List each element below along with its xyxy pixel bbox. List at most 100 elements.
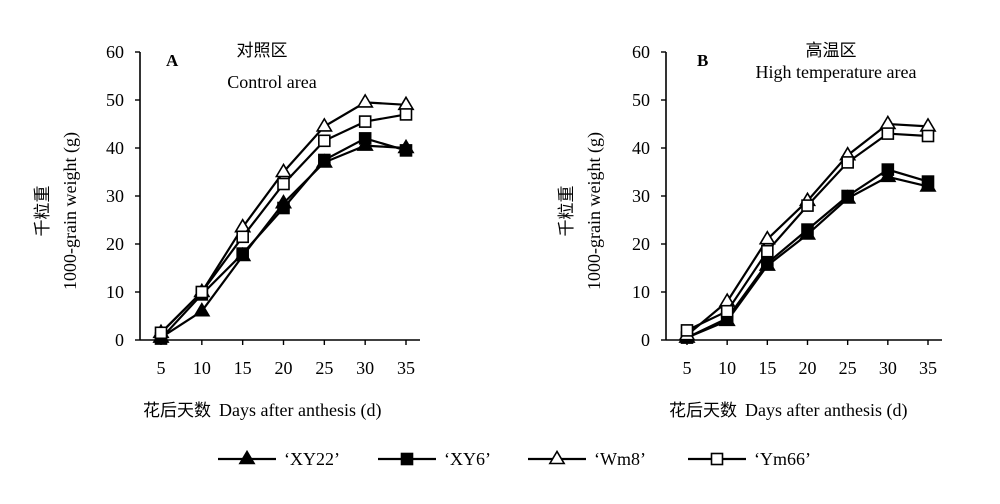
- data-point: [358, 115, 372, 128]
- data-point: [921, 175, 935, 188]
- series-4: [680, 127, 935, 337]
- y-tick-label: 50: [106, 90, 124, 110]
- panel-b-series: [678, 114, 937, 344]
- data-point: [236, 247, 249, 260]
- data-point: [879, 114, 897, 130]
- legend-item: ‘XY6’: [378, 449, 491, 469]
- y-tick-label: 20: [632, 234, 650, 254]
- y-tick-label: 60: [106, 42, 124, 62]
- legend-label: ‘XY22’: [284, 449, 340, 469]
- y-tick-label: 60: [632, 42, 650, 62]
- data-point: [195, 285, 209, 299]
- panel-a-axes: [135, 51, 420, 345]
- data-point: [761, 256, 774, 270]
- y-tick-label: 10: [106, 282, 124, 302]
- panel-a-title-cn: 对照区: [237, 41, 288, 61]
- x-tick-label: 25: [839, 358, 857, 378]
- x-tick-label: 35: [397, 358, 415, 378]
- panel-b-x-label-cn: 花后天数: [669, 401, 737, 421]
- y-tick-label: 0: [641, 330, 650, 350]
- x-tick-label: 20: [275, 358, 293, 378]
- y-tick-label: 10: [632, 282, 650, 302]
- data-point: [680, 324, 694, 337]
- legend-item: ‘Wm8’: [528, 449, 646, 469]
- x-tick-label: 30: [879, 358, 897, 378]
- data-point: [277, 177, 290, 191]
- panel-b-title-en: High temperature area: [756, 62, 917, 82]
- data-point: [399, 144, 413, 157]
- data-point: [841, 156, 854, 169]
- legend-marker: [548, 449, 566, 465]
- series-4: [154, 108, 413, 340]
- data-point: [758, 230, 776, 245]
- data-point: [801, 223, 814, 236]
- legend-item: ‘XY22’: [218, 449, 340, 469]
- data-point: [277, 201, 290, 215]
- panel-b-x-tick-labels: 5 10 15 20 25 30 35: [683, 358, 938, 378]
- legend-item: ‘Ym66’: [688, 449, 811, 469]
- y-tick-label: 50: [632, 90, 650, 110]
- data-point: [236, 230, 249, 244]
- data-point: [841, 189, 854, 203]
- legend-marker: [238, 449, 256, 465]
- data-point: [399, 108, 413, 121]
- panel-b-y-label-cn: 千粒重: [557, 186, 577, 237]
- data-point: [761, 244, 774, 258]
- data-point: [193, 302, 211, 317]
- data-point: [720, 304, 734, 318]
- y-tick-label: 40: [632, 138, 650, 158]
- data-point: [358, 132, 372, 145]
- panel-b-axes: [661, 51, 942, 345]
- panel-b-x-label-en: Days after anthesis (d): [745, 400, 907, 421]
- legend-label: ‘Ym66’: [754, 449, 811, 469]
- panel-a-letter: A: [166, 51, 179, 70]
- x-tick-label: 15: [758, 358, 776, 378]
- x-tick-label: 10: [193, 358, 211, 378]
- panel-a-y-label-en: 1000-grain weight (g): [60, 132, 81, 290]
- data-point: [274, 162, 293, 178]
- panel-a-series: [152, 93, 415, 345]
- panel-b-letter: B: [697, 51, 708, 70]
- panel-a-y-label-cn: 千粒重: [33, 186, 53, 237]
- y-tick-label: 30: [106, 186, 124, 206]
- legend-label: ‘Wm8’: [594, 449, 646, 469]
- x-tick-label: 25: [315, 358, 333, 378]
- y-tick-label: 20: [106, 234, 124, 254]
- data-point: [318, 134, 331, 148]
- panel-b-y-label-en: 1000-grain weight (g): [584, 132, 605, 290]
- data-point: [801, 199, 814, 212]
- legend-marker: [400, 452, 414, 466]
- x-tick-label: 30: [356, 358, 374, 378]
- series-2: [680, 163, 935, 344]
- panel-a-title-en: Control area: [227, 72, 316, 92]
- legend-label: ‘XY6’: [444, 449, 491, 469]
- panel-b-y-tick-labels: 0 10 20 30 40 50 60: [632, 42, 650, 350]
- x-tick-label: 20: [799, 358, 817, 378]
- legend-marker: [710, 452, 724, 466]
- y-tick-label: 30: [632, 186, 650, 206]
- data-point: [318, 153, 331, 167]
- y-tick-label: 0: [115, 330, 124, 350]
- x-tick-label: 10: [718, 358, 736, 378]
- panel-a-x-label-en: Days after anthesis (d): [219, 400, 381, 421]
- legend: ‘XY22’ ‘XY6’ ‘Wm8’ ‘Ym66’: [218, 449, 811, 469]
- panel-a: A 对照区 Control area 0 10 20 30 40 50 60 5 10 15 20…: [33, 41, 420, 421]
- data-point: [397, 95, 415, 111]
- data-point: [881, 163, 895, 176]
- y-tick-label: 40: [106, 138, 124, 158]
- data-point: [315, 117, 333, 132]
- panel-b-title-cn: 高温区: [806, 41, 857, 61]
- data-point: [919, 117, 937, 132]
- panel-b: B 高温区 High temperature area 0 10 20 30 40 50 6…: [557, 41, 942, 421]
- data-point: [154, 326, 168, 340]
- x-tick-label: 35: [919, 358, 937, 378]
- panel-a-x-tick-labels: 5 10 15 20 25 30 35: [157, 358, 416, 378]
- x-tick-label: 15: [234, 358, 252, 378]
- x-tick-label: 5: [683, 358, 692, 378]
- data-point: [921, 129, 935, 143]
- panel-a-x-label-cn: 花后天数: [143, 401, 211, 421]
- x-tick-label: 5: [157, 358, 166, 378]
- data-point: [356, 93, 374, 108]
